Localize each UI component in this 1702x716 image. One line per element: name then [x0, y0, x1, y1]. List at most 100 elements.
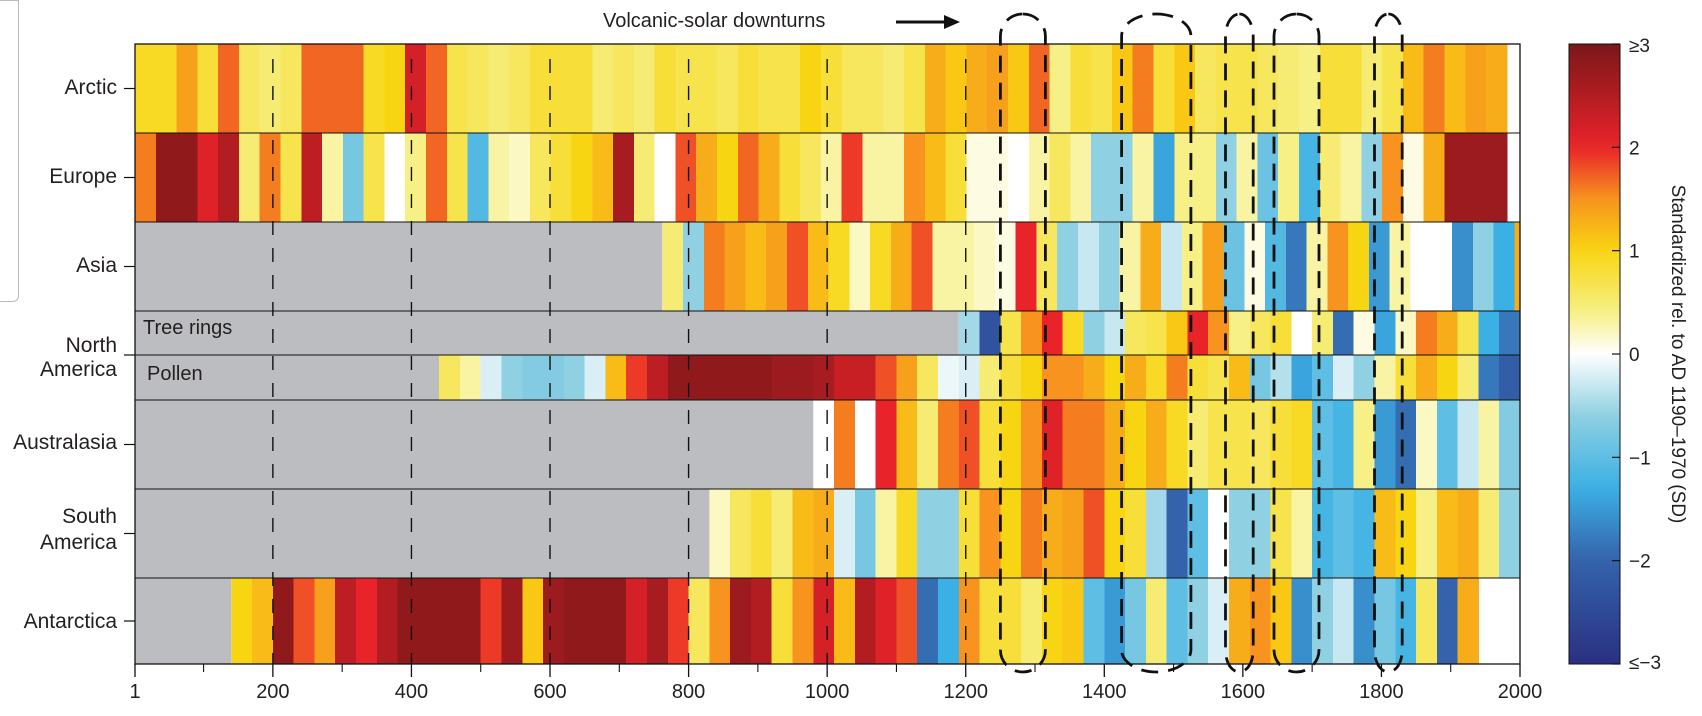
heatmap-cell: [1229, 400, 1251, 489]
heatmap-cell: [1340, 44, 1362, 133]
heatmap-cell: [231, 578, 253, 664]
colorbar-bar: [1568, 43, 1621, 665]
heatmap-cell: [1402, 133, 1425, 222]
heatmap-cell: [1021, 578, 1043, 664]
heatmap-cell: [1145, 578, 1168, 664]
heatmap-cell: [1091, 133, 1113, 222]
heatmap-cell: [1236, 44, 1259, 133]
heatmap-cell: [750, 489, 773, 578]
heatmap-cell: [1041, 578, 1064, 664]
side-toolbar-strip[interactable]: [0, 0, 19, 302]
heatmap-cell: [1319, 133, 1342, 222]
x-tick-label: 1: [129, 681, 140, 703]
heatmap-cell: [1291, 355, 1313, 400]
heatmap-cell: [1298, 44, 1321, 133]
sub-labels: Tree rings Pollen: [143, 317, 232, 385]
heatmap-cell: [1145, 355, 1168, 400]
x-tick-label: 1200: [943, 681, 988, 703]
heatmap-cell: [696, 133, 718, 222]
missing-data-region: [135, 578, 232, 664]
heatmap-cell: [779, 44, 801, 133]
heatmap-cell: [155, 44, 178, 133]
heatmap-cell: [1436, 400, 1459, 489]
x-tick-label: 600: [533, 681, 566, 703]
heatmap-cell: [911, 222, 934, 311]
heatmap-cell: [280, 44, 302, 133]
row-label: America: [40, 358, 117, 381]
heatmap-cell: [522, 578, 544, 664]
x-axis: 1 200 400 600 800 1000 1200 1400 1600 1800 2000: [129, 664, 1542, 703]
heatmap-cell: [1021, 489, 1043, 578]
heatmap-cell: [1478, 400, 1500, 489]
heatmap-cell: [834, 578, 856, 664]
heatmap-cell: [1478, 489, 1500, 578]
heatmap-cell: [197, 133, 219, 222]
heatmap-cell: [1249, 355, 1272, 400]
heatmap-cell: [1514, 222, 1521, 311]
heatmap-cell: [1353, 311, 1376, 355]
chart-title: Volcanic-solar downturns: [603, 10, 825, 32]
heatmap-cell: [1249, 489, 1272, 578]
heatmap-cell: [1187, 489, 1209, 578]
heatmap-cell: [1395, 578, 1417, 664]
heatmap-cell: [813, 400, 835, 489]
heatmap-cell: [238, 44, 261, 133]
heatmap-cell: [1410, 222, 1432, 311]
heatmap-cell: [813, 355, 835, 400]
heatmap-cell: [958, 578, 981, 664]
heatmap-cell: [1202, 222, 1225, 311]
heatmap-cell: [654, 44, 677, 133]
heatmap-cell: [924, 133, 947, 222]
missing-data-region: [135, 311, 959, 355]
heatmap-cell: [1041, 489, 1064, 578]
heatmap-cell: [1457, 355, 1480, 400]
heatmap-cell: [1457, 578, 1480, 664]
heatmap-cell: [958, 489, 981, 578]
heatmap-cell: [1244, 222, 1266, 311]
heatmap-cell: [1257, 133, 1279, 222]
heatmap-cell: [737, 133, 760, 222]
heatmap-cell: [813, 578, 835, 664]
heatmap-cell: [1000, 489, 1022, 578]
heatmap-cell: [1229, 578, 1251, 664]
downturn-outline: [1373, 12, 1404, 674]
heatmap-cell: [218, 133, 240, 222]
heatmap-cell: [703, 222, 726, 311]
heatmap-cell: [1125, 311, 1147, 355]
heatmap-cell: [854, 489, 877, 578]
heatmap-cell: [1270, 578, 1292, 664]
heatmap-cell: [779, 133, 801, 222]
heatmap-cell: [883, 44, 905, 133]
heatmap-cell: [1000, 400, 1022, 489]
heatmap-cell: [875, 578, 898, 664]
heatmap-cell: [1423, 133, 1446, 222]
heatmap-cell: [820, 44, 843, 133]
heatmap-cell: [917, 489, 939, 578]
heatmap-cell: [259, 133, 282, 222]
heatmap-cell: [1153, 44, 1175, 133]
heatmap-cell: [1486, 44, 1508, 133]
heatmap-cell: [293, 578, 316, 664]
heatmap-cell: [280, 133, 302, 222]
heatmap-cell: [896, 400, 918, 489]
heatmap-cell: [1140, 222, 1162, 311]
heatmap-cell: [176, 133, 198, 222]
heatmap-cell: [1125, 489, 1147, 578]
heatmap-cell: [1312, 489, 1334, 578]
heatmap-cell: [1332, 489, 1355, 578]
heatmap-cell: [1062, 355, 1085, 400]
downturn-outline: [1120, 12, 1193, 674]
heatmap-cell: [1402, 44, 1425, 133]
colorbar-tick-label: ≥3: [1629, 36, 1650, 57]
title-arrow-head: [944, 15, 960, 29]
row-labels: ArcticEuropeAsiaNorthAmericaAustralasiaS…: [13, 76, 135, 633]
heatmap-cell: [771, 578, 794, 664]
x-tick-label: 1800: [1359, 681, 1404, 703]
colorbar-tick-label: −1: [1629, 448, 1651, 469]
heatmap-cell: [197, 44, 219, 133]
heatmap-cell: [135, 133, 157, 222]
heatmap-cell: [688, 355, 710, 400]
heatmap-cell: [529, 133, 552, 222]
heatmap-cell: [1270, 489, 1292, 578]
